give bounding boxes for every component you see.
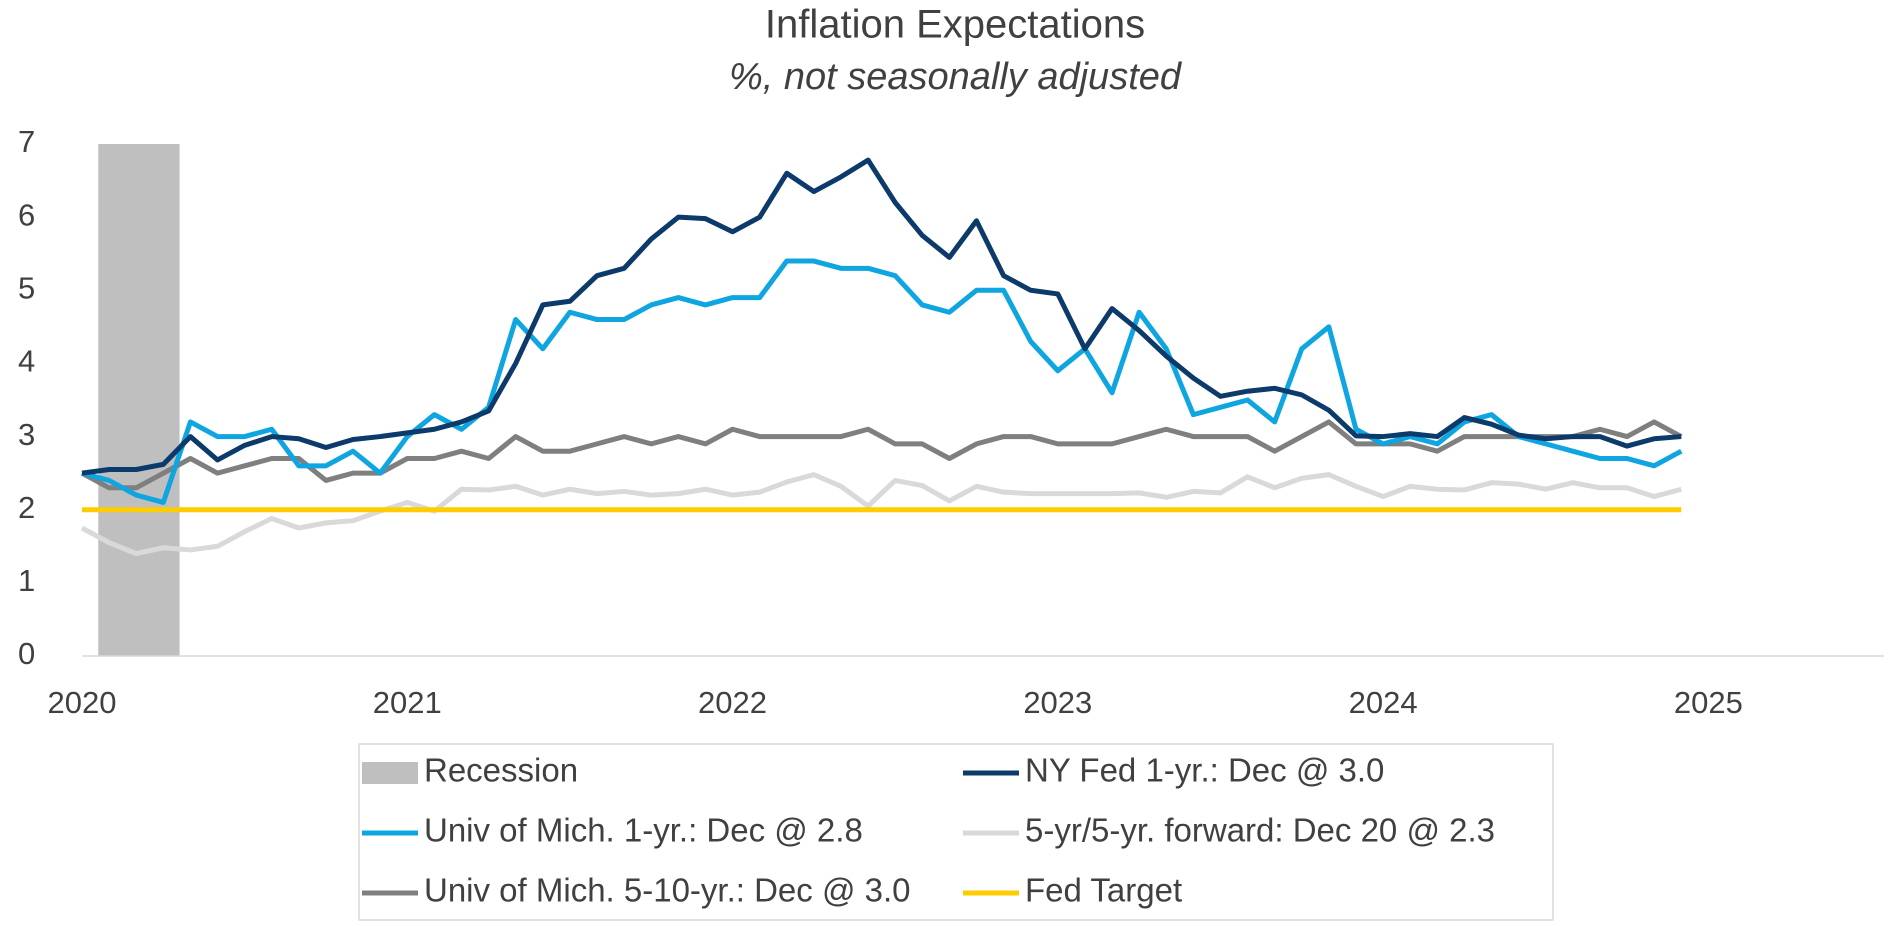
legend-swatch: [362, 762, 418, 784]
x-tick-label: 2023: [1023, 685, 1092, 720]
legend-label: Fed Target: [1025, 872, 1182, 909]
x-tick-label: 2021: [373, 685, 442, 720]
chart-subtitle: %, not seasonally adjusted: [729, 56, 1183, 98]
legend-label: Recession: [424, 752, 578, 789]
series-line: [81, 157, 1682, 476]
legend-box: [358, 743, 1554, 921]
y-tick-label: 2: [18, 490, 35, 525]
series-line: [80, 419, 1683, 491]
legend-label: Univ of Mich. 5-10-yr.: Dec @ 3.0: [424, 872, 911, 909]
series-line: [81, 258, 1683, 505]
y-tick-label: 4: [18, 344, 35, 379]
legend-label: 5-yr/5-yr. forward: Dec 20 @ 2.3: [1025, 812, 1495, 849]
legend-label: NY Fed 1-yr.: Dec @ 3.0: [1025, 752, 1384, 789]
y-tick-label: 7: [18, 124, 35, 159]
x-tick-label: 2020: [48, 685, 117, 720]
y-tick-label: 1: [18, 563, 35, 598]
series-line: [80, 472, 1682, 557]
recession-band: [98, 144, 180, 656]
y-tick-label: 6: [18, 197, 35, 232]
x-tick-label: 2022: [698, 685, 767, 720]
y-tick-label: 0: [18, 636, 35, 671]
x-tick-label: 2025: [1674, 685, 1743, 720]
chart-title: Inflation Expectations: [765, 3, 1145, 47]
y-tick-label: 5: [18, 270, 35, 305]
x-tick-label: 2024: [1349, 685, 1418, 720]
y-tick-label: 3: [18, 417, 35, 452]
legend-label: Univ of Mich. 1-yr.: Dec @ 2.8: [424, 812, 863, 849]
